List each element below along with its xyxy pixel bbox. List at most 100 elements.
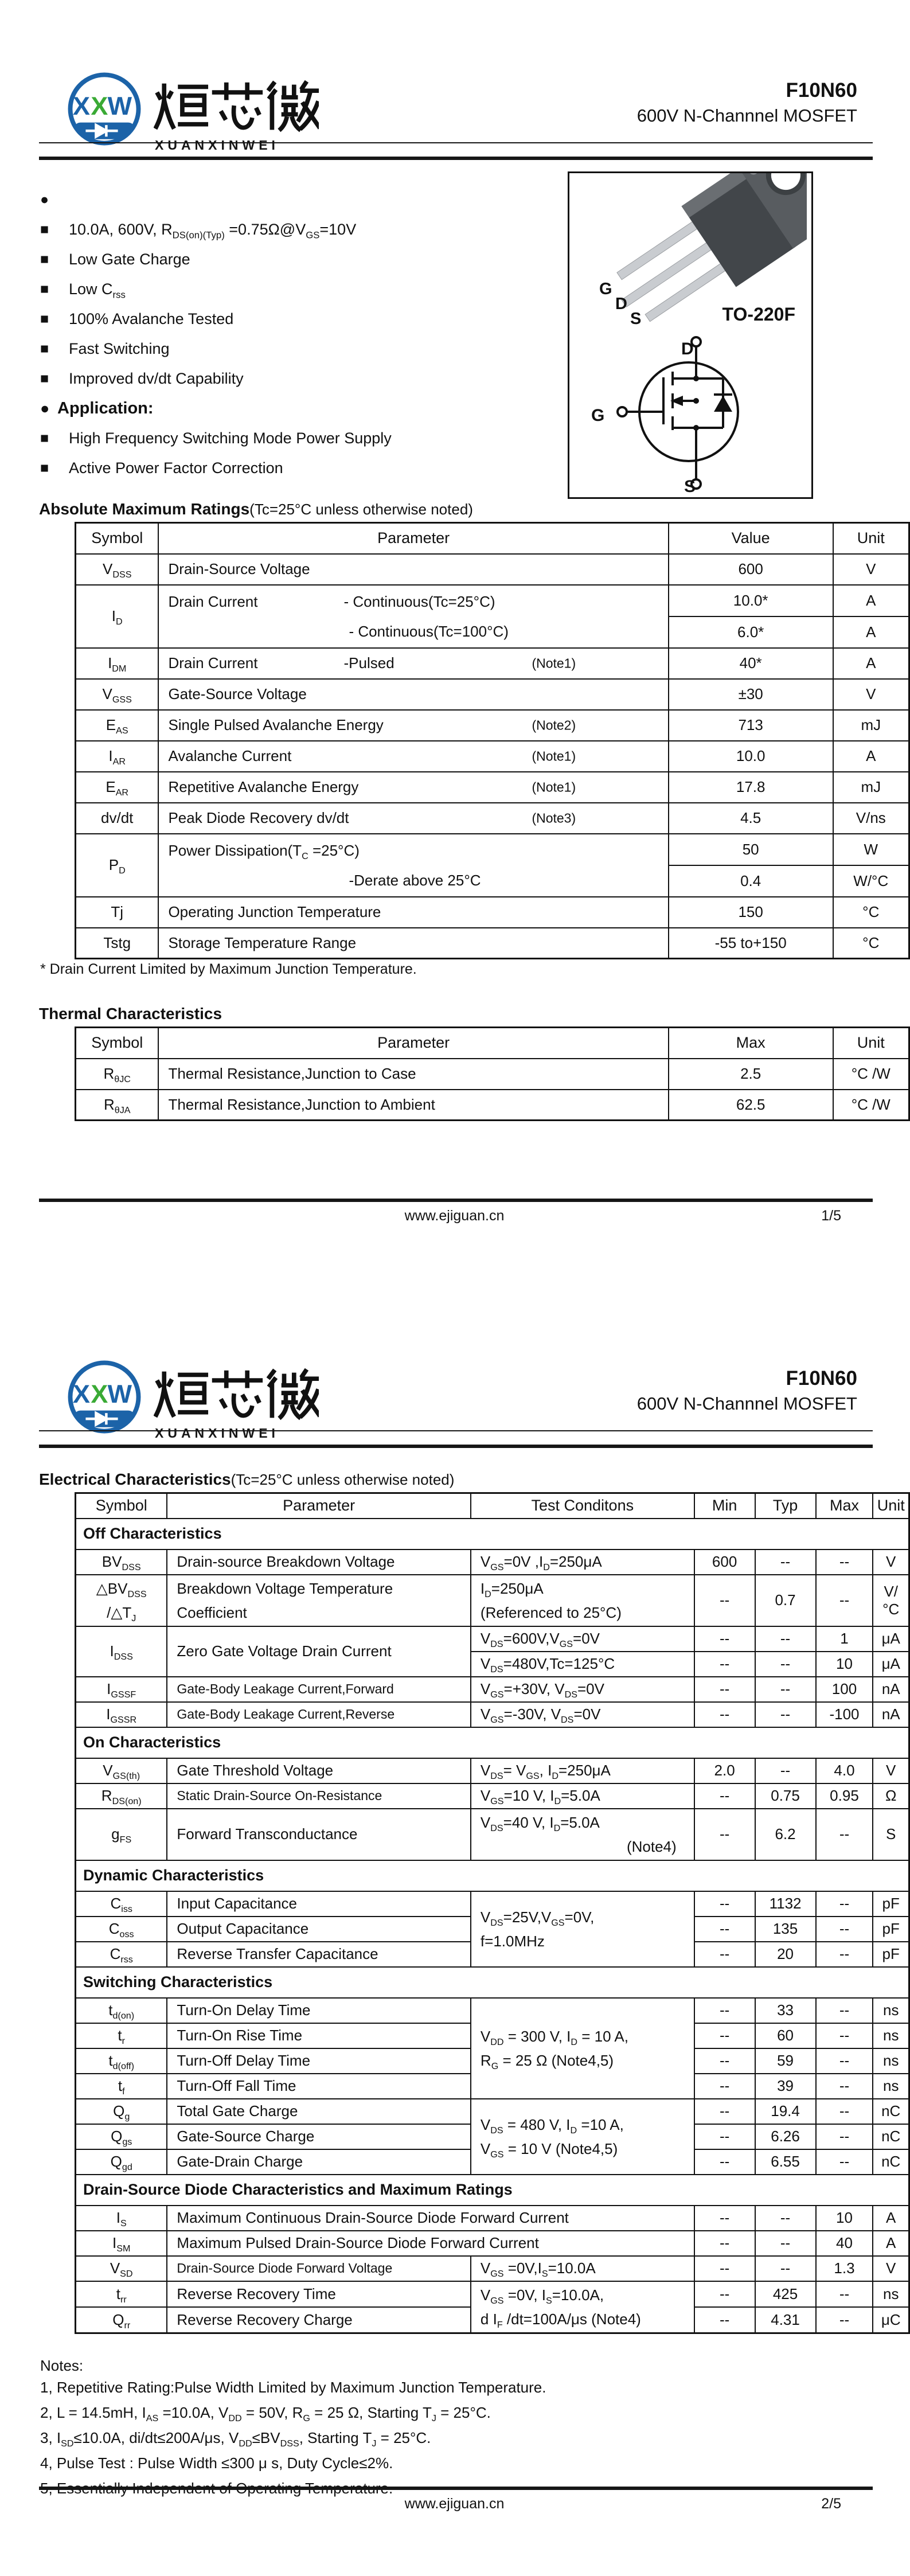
cell: --: [815, 2306, 874, 2334]
symbol: tr: [75, 2022, 168, 2049]
cell: --: [815, 1997, 874, 2024]
header-rule-thin: [39, 142, 873, 143]
parameter: Maximum Continuous Drain-Source Diode Fo…: [166, 2204, 695, 2231]
unit: Ω: [872, 1782, 910, 1809]
parameter: Drain-source Breakdown Voltage: [166, 1548, 471, 1575]
value: 17.8: [667, 771, 834, 803]
section-title: On Characteristics: [75, 1726, 910, 1759]
symbol: Qrr: [75, 2306, 168, 2334]
table-row: EAS Single Pulsed Avalanche Energy (Note2)…: [75, 709, 910, 741]
value: 0.4: [667, 864, 834, 897]
parameter: Input Capacitance: [166, 1890, 471, 1917]
feature-item: ■ Fast Switching: [40, 334, 556, 364]
feature-text: 10.0A, 600V, RDS(on)(Typ) =0.75Ω@VGS=10V: [69, 220, 357, 240]
table-row: IGSSF Gate-Body Leakage Current,Forward VG…: [75, 1676, 910, 1703]
parameter: Total Gate Charge: [166, 2098, 471, 2125]
cell: --: [815, 1890, 874, 1917]
symbol: IGSSF: [75, 1676, 168, 1703]
note-item: 1, Repetitive Rating:Pulse Width Limited…: [40, 2379, 546, 2396]
table-row: Qgd Gate-Drain Charge -- 6.55 -- nC: [75, 2148, 910, 2175]
cell: --: [693, 2306, 756, 2334]
unit: A: [832, 584, 910, 617]
abs-footnote: * Drain Current Limited by Maximum Junct…: [40, 961, 417, 977]
symbol: tf: [75, 2072, 168, 2099]
unit: mJ: [832, 771, 910, 803]
row-note: (Note1): [532, 779, 576, 794]
bullet-icon: ■: [40, 221, 49, 237]
symbol: dv/dt: [75, 802, 159, 834]
abs-max-title-bold: Absolute Maximum Ratings: [39, 500, 250, 518]
cell: --: [693, 1808, 756, 1861]
cell: --: [754, 1625, 817, 1652]
table-row: ID Drain Current - Continuous(Tc=25°C) - Co…: [75, 584, 910, 649]
unit: nA: [872, 1676, 910, 1703]
cell: --: [815, 2047, 874, 2074]
parameter: Gate-Source Voltage: [158, 678, 669, 711]
symbol: EAR: [75, 771, 159, 803]
cell: --: [693, 2280, 756, 2308]
section-row: Drain-Source Diode Characteristics and M…: [75, 2173, 910, 2206]
cell: 10: [815, 1650, 874, 1677]
pin-label-d: D: [615, 295, 627, 313]
feature-text: Improved dv/dt Capability: [69, 369, 244, 387]
cell: 1.3: [815, 2255, 874, 2282]
table-row: Crss Reverse Transfer Capacitance -- 20 -- pF: [75, 1941, 910, 1968]
cell: --: [693, 2022, 756, 2049]
unit: °C: [832, 896, 910, 928]
unit: A: [832, 740, 910, 772]
value: 62.5: [667, 1088, 834, 1121]
parameter: Gate Threshold Voltage: [166, 1757, 471, 1784]
symbol: Coss: [75, 1915, 168, 1942]
value: 150: [667, 896, 834, 928]
unit: V: [832, 678, 910, 711]
svg-text:X: X: [73, 91, 90, 120]
unit: °C /W: [832, 1057, 910, 1090]
unit: A: [832, 647, 910, 680]
unit: A: [872, 2204, 910, 2231]
notes-block: Notes: 1, Repetitive Rating:Pulse Width …: [40, 2357, 854, 2501]
condition: VGS=-30V, VDS=0V: [470, 1701, 695, 1728]
cell: --: [815, 2148, 874, 2175]
cell: --: [754, 1701, 817, 1728]
cell: --: [693, 1997, 756, 2024]
value: ±30: [667, 678, 834, 711]
unit: ns: [872, 2022, 910, 2049]
condition: VDS= VGS, ID=250μA: [470, 1757, 695, 1784]
table-row: 6.0* A: [76, 615, 910, 649]
cell: 59: [754, 2047, 817, 2074]
parameter: Static Drain-Source On-Resistance: [166, 1782, 471, 1809]
cell: --: [815, 2280, 874, 2308]
symbol: BVDSS: [75, 1548, 168, 1575]
unit: nA: [872, 1701, 910, 1728]
note-item: 2, L = 14.5mH, IAS =10.0A, VDD = 50V, RG…: [40, 2404, 491, 2424]
value: 713: [667, 709, 834, 741]
brand-name-cn: [154, 80, 319, 132]
cell: 40: [815, 2230, 874, 2257]
footer-page-number: 2/5: [821, 2496, 841, 2512]
part-number: F10N60: [786, 79, 857, 102]
header-row: Symbol Parameter Test Conditons Min Typ Max Un…: [75, 1492, 910, 1519]
table-row: RθJA Thermal Resistance,Junction to Ambie…: [75, 1088, 910, 1121]
section-title: Off Characteristics: [75, 1517, 910, 1550]
brand-name-en: XUANXINWEI: [155, 138, 279, 153]
symbol: gFS: [75, 1808, 168, 1861]
symbol: △BVDSS/△TJ: [75, 1574, 168, 1627]
cell: --: [693, 2255, 756, 2282]
cell: --: [693, 1676, 756, 1703]
col-header: Parameter: [166, 1492, 471, 1519]
brand-name-cn: [154, 1367, 319, 1422]
feature-text: Application:: [57, 399, 154, 417]
cell: --: [693, 1574, 756, 1627]
unit: V/°C: [872, 1574, 910, 1627]
feature-text: Low Crss: [69, 280, 126, 300]
thermal-title: Thermal Characteristics: [39, 1005, 222, 1023]
part-subtitle: 600V N-Channnel MOSFET: [636, 1394, 857, 1414]
symbol: ID: [75, 584, 159, 649]
col-header: Unit: [832, 1027, 910, 1059]
cell: 20: [754, 1941, 817, 1968]
parameter: Storage Temperature Range: [158, 927, 669, 959]
cell: 6.55: [754, 2148, 817, 2175]
brand-logo-icon: X X W: [68, 72, 141, 146]
value: -55 to+150: [667, 927, 834, 959]
parameter: Turn-Off Delay Time: [166, 2047, 471, 2074]
